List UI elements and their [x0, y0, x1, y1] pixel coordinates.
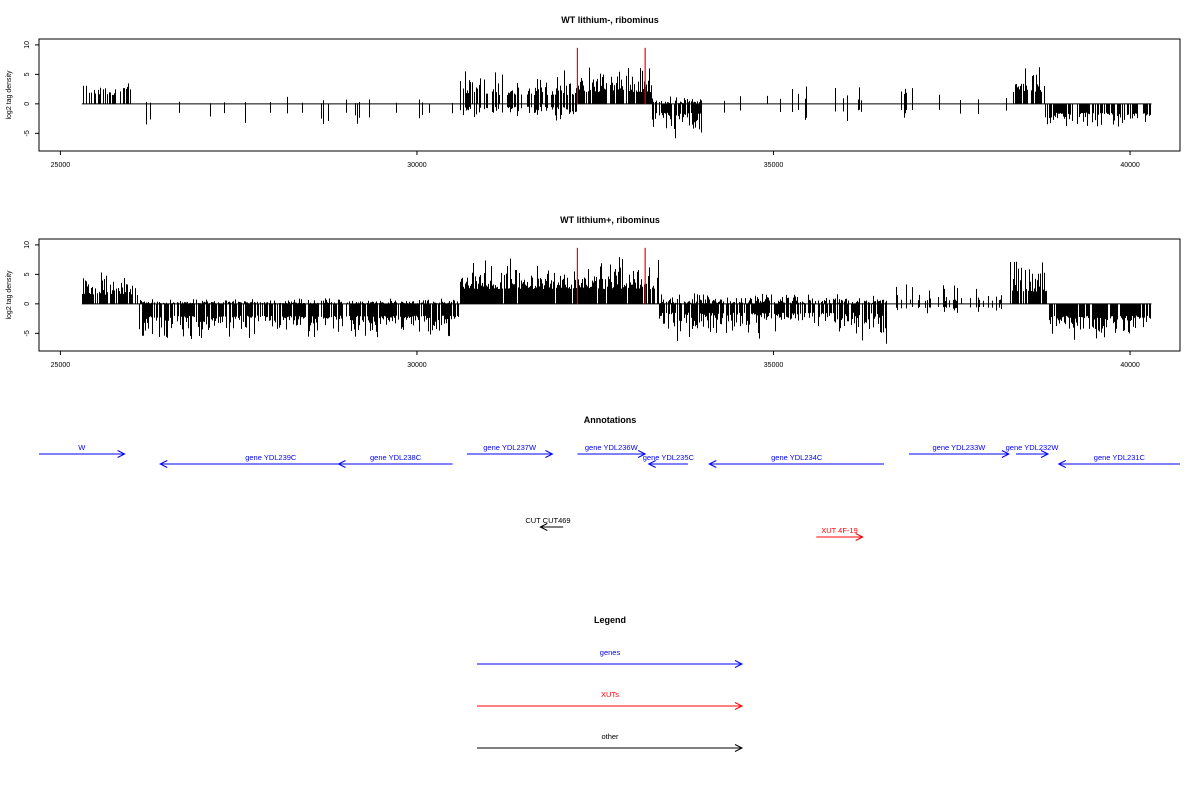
legend-arrow-head — [734, 702, 744, 710]
feature-label: gene YDL231C — [1094, 453, 1146, 462]
feature-arrow-head — [117, 450, 126, 458]
x-tick-label: 35000 — [764, 362, 784, 369]
y-axis: -5 0 5 10 — [24, 241, 39, 336]
feature-gene: gene YDL235C — [643, 453, 695, 468]
x-axis: 25000 30000 35000 40000 — [51, 151, 1140, 169]
x-tick-label: 25000 — [51, 162, 71, 169]
feature-gene: gene YDL237W — [466, 443, 554, 458]
panel-title: WT lithium+, ribominus — [560, 215, 660, 225]
feature-label: gene YDL236W — [585, 443, 639, 452]
y-tick-label: 0 — [24, 302, 31, 306]
feature-label: CUT CUT469 — [525, 516, 570, 525]
feature-label: XUT 4F-19 — [821, 526, 858, 535]
feature-arrow-head — [1001, 450, 1010, 458]
track-panel-lithium-minus: WT lithium-, ribominus log2 tag density … — [6, 15, 1181, 169]
feature-label: gene YDL232W — [1006, 443, 1060, 452]
y-tick-label: 10 — [24, 241, 31, 249]
feature-arrow-head — [539, 523, 548, 531]
feature-gene: gene YDL236W — [577, 443, 647, 458]
y-tick-label: 5 — [24, 272, 31, 276]
feature-other: CUT CUT469 — [525, 516, 571, 531]
density-bars — [81, 247, 1152, 344]
legend-label: XUTs — [601, 690, 619, 699]
feature-label: gene YDL238C — [370, 453, 422, 462]
y-axis: -5 0 5 10 — [24, 41, 39, 136]
annotations-title: Annotations — [584, 415, 637, 425]
feature-gene: W — [39, 443, 126, 458]
x-tick-label: 35000 — [764, 162, 784, 169]
x-tick-label: 30000 — [407, 162, 427, 169]
y-tick-label: -5 — [24, 330, 31, 336]
x-tick-label: 30000 — [407, 362, 427, 369]
legend: Legend genes XUTs other — [477, 615, 744, 752]
feature-gene: gene YDL233W — [909, 443, 1010, 458]
y-tick-label: 5 — [24, 72, 31, 76]
feature-arrow-head — [545, 450, 554, 458]
feature-arrow-head — [708, 460, 717, 468]
feature-arrow-head — [1040, 450, 1050, 458]
legend-label: genes — [600, 648, 621, 657]
feature-arrow-head — [159, 460, 168, 468]
feature-gene: gene YDL238C — [337, 453, 453, 468]
feature-gene: gene YDL234C — [708, 453, 885, 468]
feature-xut: XUT 4F-19 — [816, 526, 864, 541]
plot-frame — [38, 38, 1181, 152]
panel-title: WT lithium-, ribominus — [561, 15, 659, 25]
feature-gene: gene YDL239C — [159, 453, 382, 468]
x-tick-label: 40000 — [1120, 362, 1140, 369]
feature-arrow-head — [337, 460, 346, 468]
legend-arrow-head — [734, 744, 744, 752]
feature-label: W — [78, 443, 86, 452]
y-tick-label: 0 — [24, 102, 31, 106]
x-axis: 25000 30000 35000 40000 — [51, 351, 1140, 369]
x-tick-label: 25000 — [51, 362, 71, 369]
y-axis-label: log2 tag density — [6, 70, 13, 120]
feature-label: gene YDL234C — [771, 453, 823, 462]
legend-entry-xut: XUTs — [477, 690, 744, 710]
feature-arrow-head — [1057, 460, 1066, 468]
y-axis-label: log2 tag density — [6, 270, 13, 320]
legend-title: Legend — [594, 615, 626, 625]
feature-gene: gene YDL232W — [1006, 443, 1060, 458]
legend-label: other — [601, 732, 619, 741]
y-tick-label: -5 — [24, 130, 31, 136]
density-bars — [81, 47, 1152, 139]
feature-arrow-head — [637, 450, 647, 458]
track-panel-lithium-plus: WT lithium+, ribominus log2 tag density … — [6, 215, 1181, 369]
y-tick-label: 10 — [24, 41, 31, 49]
feature-gene: gene YDL231C — [1057, 453, 1180, 468]
feature-arrow-head — [647, 460, 656, 468]
feature-label: gene YDL233W — [933, 443, 987, 452]
feature-label: gene YDL237W — [483, 443, 537, 452]
feature-arrow-head — [855, 533, 864, 541]
x-tick-label: 40000 — [1120, 162, 1140, 169]
plot-frame — [38, 238, 1181, 352]
legend-entry-other: other — [477, 732, 744, 752]
legend-arrow-head — [734, 660, 744, 668]
legend-entry-gene: genes — [477, 648, 744, 668]
legend-entries: genes XUTs other — [477, 648, 744, 752]
feature-label: gene YDL235C — [643, 453, 695, 462]
feature-label: gene YDL239C — [245, 453, 297, 462]
